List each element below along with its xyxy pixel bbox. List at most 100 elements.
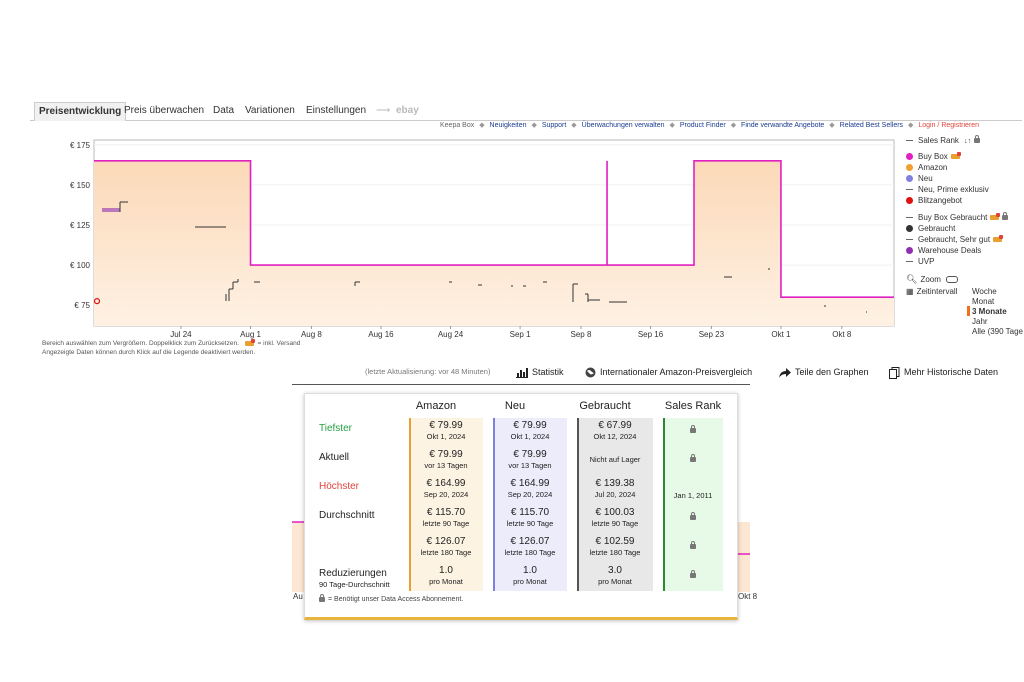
y-axis-ticks: € 175 € 150 € 125 € 100 € 75	[70, 141, 91, 310]
warehouse-deal-mark	[102, 208, 120, 212]
y-tick-label: € 100	[70, 261, 91, 270]
calendar-icon: ▦	[906, 287, 914, 296]
stat-cell-rank	[663, 565, 723, 583]
legend-blitzangebot[interactable]: Blitzangebot	[906, 196, 962, 207]
stat-cell-gebraucht: 3.0 pro Monat	[598, 565, 632, 586]
stat-cell-neu: € 126.07 letzte 180 Tage	[504, 536, 556, 557]
lock-icon	[974, 135, 981, 144]
legend-buy-box[interactable]: Buy Box	[906, 152, 961, 163]
header-sales-rank: Sales Rank	[664, 400, 722, 412]
x-tick-label: Aug 1	[240, 330, 261, 339]
login-link[interactable]: Login / Registrieren	[918, 122, 980, 129]
lock-icon	[690, 425, 696, 434]
stat-cell-rank	[663, 449, 723, 467]
range-woche[interactable]: Woche	[972, 287, 997, 296]
top-links: Keepa Box ◆ Neuigkeiten ◆ Support ◆ Über…	[440, 121, 1024, 131]
stat-cell-neu: € 79.99 Okt 1, 2024	[510, 420, 550, 441]
legend-amazon[interactable]: Amazon	[906, 163, 947, 174]
amazon-dot-icon	[906, 164, 913, 172]
row-label: Tiefster	[319, 423, 352, 434]
lower-x-tick-right: Okt 8	[738, 592, 758, 601]
blitz-dot-icon	[906, 197, 913, 205]
x-axis-ticks: Jul 24 Aug 1 Aug 8 Aug 16 Aug 24 Sep 1 Sep 8 Se…	[170, 326, 852, 339]
international-button[interactable]: Internationaler Amazon-Preisvergleich	[585, 365, 752, 379]
stat-cell-gebraucht: € 67.99 Okt 12, 2024	[593, 420, 637, 441]
lock-icon	[690, 512, 696, 521]
price-history-chart[interactable]: € 175 € 150 € 125 € 100 € 75 Jul 24 Aug 1 Aug …	[0, 134, 900, 339]
link-separator-icon: ◆	[669, 122, 675, 129]
legend-warehouse-deals[interactable]: Warehouse Deals	[906, 246, 981, 257]
tab-einstellungen[interactable]: Einstellungen	[306, 105, 367, 116]
stat-cell-amazon: € 79.99 Okt 1, 2024	[426, 420, 466, 441]
link-ueberwachungen[interactable]: Überwachungen verwalten	[581, 122, 665, 129]
legend-buy-box-gebraucht[interactable]: Buy Box Gebraucht	[906, 212, 1009, 224]
range-alle[interactable]: Alle (390 Tage	[972, 327, 1023, 336]
toggle-icon[interactable]	[946, 276, 959, 284]
link-product-finder[interactable]: Product Finder	[679, 122, 726, 129]
y-tick-label: € 150	[70, 181, 91, 190]
col-sales-rank	[663, 418, 723, 591]
link-support[interactable]: Support	[541, 122, 567, 129]
x-tick-label: Jul 24	[170, 330, 192, 339]
tab-variationen[interactable]: Variationen	[245, 105, 295, 116]
tab-data[interactable]: Data	[213, 105, 235, 116]
col-gebraucht	[577, 418, 653, 591]
row-label: Durchschnitt	[319, 510, 375, 521]
mehr-daten-button[interactable]: Mehr Historische Daten	[889, 365, 998, 379]
legend-sales-rank[interactable]: Sales Rank ↓↑	[906, 135, 981, 147]
keepa-box-link[interactable]: Keepa Box	[440, 122, 475, 129]
bar-chart-icon	[516, 367, 528, 378]
link-verwandte-angebote[interactable]: Finde verwandte Angebote	[741, 122, 825, 129]
chart-note-2: Angezeigte Daten können durch Klick auf …	[42, 349, 256, 356]
truck-icon	[993, 235, 1004, 243]
share-icon	[779, 367, 791, 378]
link-separator-icon: ◆	[730, 122, 737, 129]
legend-neu-prime[interactable]: Neu, Prime exklusiv	[906, 185, 989, 196]
truck-icon	[990, 213, 1001, 221]
zoom-toggle[interactable]: 🔍︎ Zoom	[906, 274, 959, 285]
lock-icon	[690, 570, 696, 579]
chart-notes: Bereich auswählen zum Vergrößern. Doppel…	[42, 338, 301, 357]
statistics-table: Amazon Neu Gebraucht Sales Rank Tiefster…	[304, 393, 738, 620]
copy-icon	[889, 366, 900, 379]
range-jahr[interactable]: Jahr	[972, 317, 988, 326]
selected-range-indicator	[967, 306, 970, 316]
lock-icon	[1002, 212, 1009, 221]
x-tick-label: Aug 16	[368, 330, 394, 339]
col-amazon	[409, 418, 483, 591]
statistik-button[interactable]: Statistik	[516, 365, 564, 379]
range-3-monate[interactable]: 3 Monate	[972, 307, 1007, 316]
legend-gebraucht-sehr-gut[interactable]: Gebraucht, Sehr gut	[906, 235, 1004, 246]
chart-note-1: Bereich auswählen zum Vergrößern. Doppel…	[42, 340, 239, 347]
teile-button[interactable]: Teile den Graphen	[779, 365, 869, 379]
x-tick-label: Sep 16	[638, 330, 664, 339]
stat-cell-gebraucht: Nicht auf Lager	[589, 455, 641, 464]
lower-x-tick-left: Au	[293, 592, 303, 601]
tab-ebay[interactable]: ebay	[396, 105, 419, 116]
legend-neu[interactable]: Neu	[906, 174, 933, 185]
link-separator-icon: ◆	[571, 122, 577, 129]
buy-box-dot-icon	[906, 153, 913, 161]
row-sublabel: 90 Tage-Durchschnitt	[319, 580, 390, 589]
link-neuigkeiten[interactable]: Neuigkeiten	[489, 122, 527, 129]
range-monat[interactable]: Monat	[972, 297, 995, 306]
tab-bar: Preisentwicklung Preis überwachen Data V…	[30, 102, 1022, 121]
gebraucht-dot-icon	[906, 225, 913, 233]
legend-gebraucht[interactable]: Gebraucht	[906, 224, 955, 235]
tab-preis-ueberwachen[interactable]: Preis überwachen	[124, 105, 205, 116]
stat-cell-gebraucht: € 100.03 letzte 90 Tage	[591, 507, 639, 528]
row-label: Reduzierungen	[319, 568, 387, 579]
link-separator-icon: ◆	[479, 122, 485, 129]
row-label: Aktuell	[319, 452, 350, 463]
legend-uvp[interactable]: UVP	[906, 257, 934, 268]
arrow-right-icon: ⟶	[376, 105, 391, 116]
x-tick-label: Aug 8	[301, 330, 322, 339]
header-gebraucht: Gebraucht	[579, 400, 631, 412]
chart-note-1b: = inkl. Versand	[257, 340, 301, 347]
stat-cell-amazon: 1.0 pro Monat	[429, 565, 463, 586]
stat-cell-neu: 1.0 pro Monat	[513, 565, 547, 586]
link-separator-icon: ◆	[829, 122, 835, 129]
tab-preisentwicklung[interactable]: Preisentwicklung	[34, 102, 127, 121]
globe-icon	[585, 367, 596, 378]
link-related-best-sellers[interactable]: Related Best Sellers	[839, 122, 904, 129]
